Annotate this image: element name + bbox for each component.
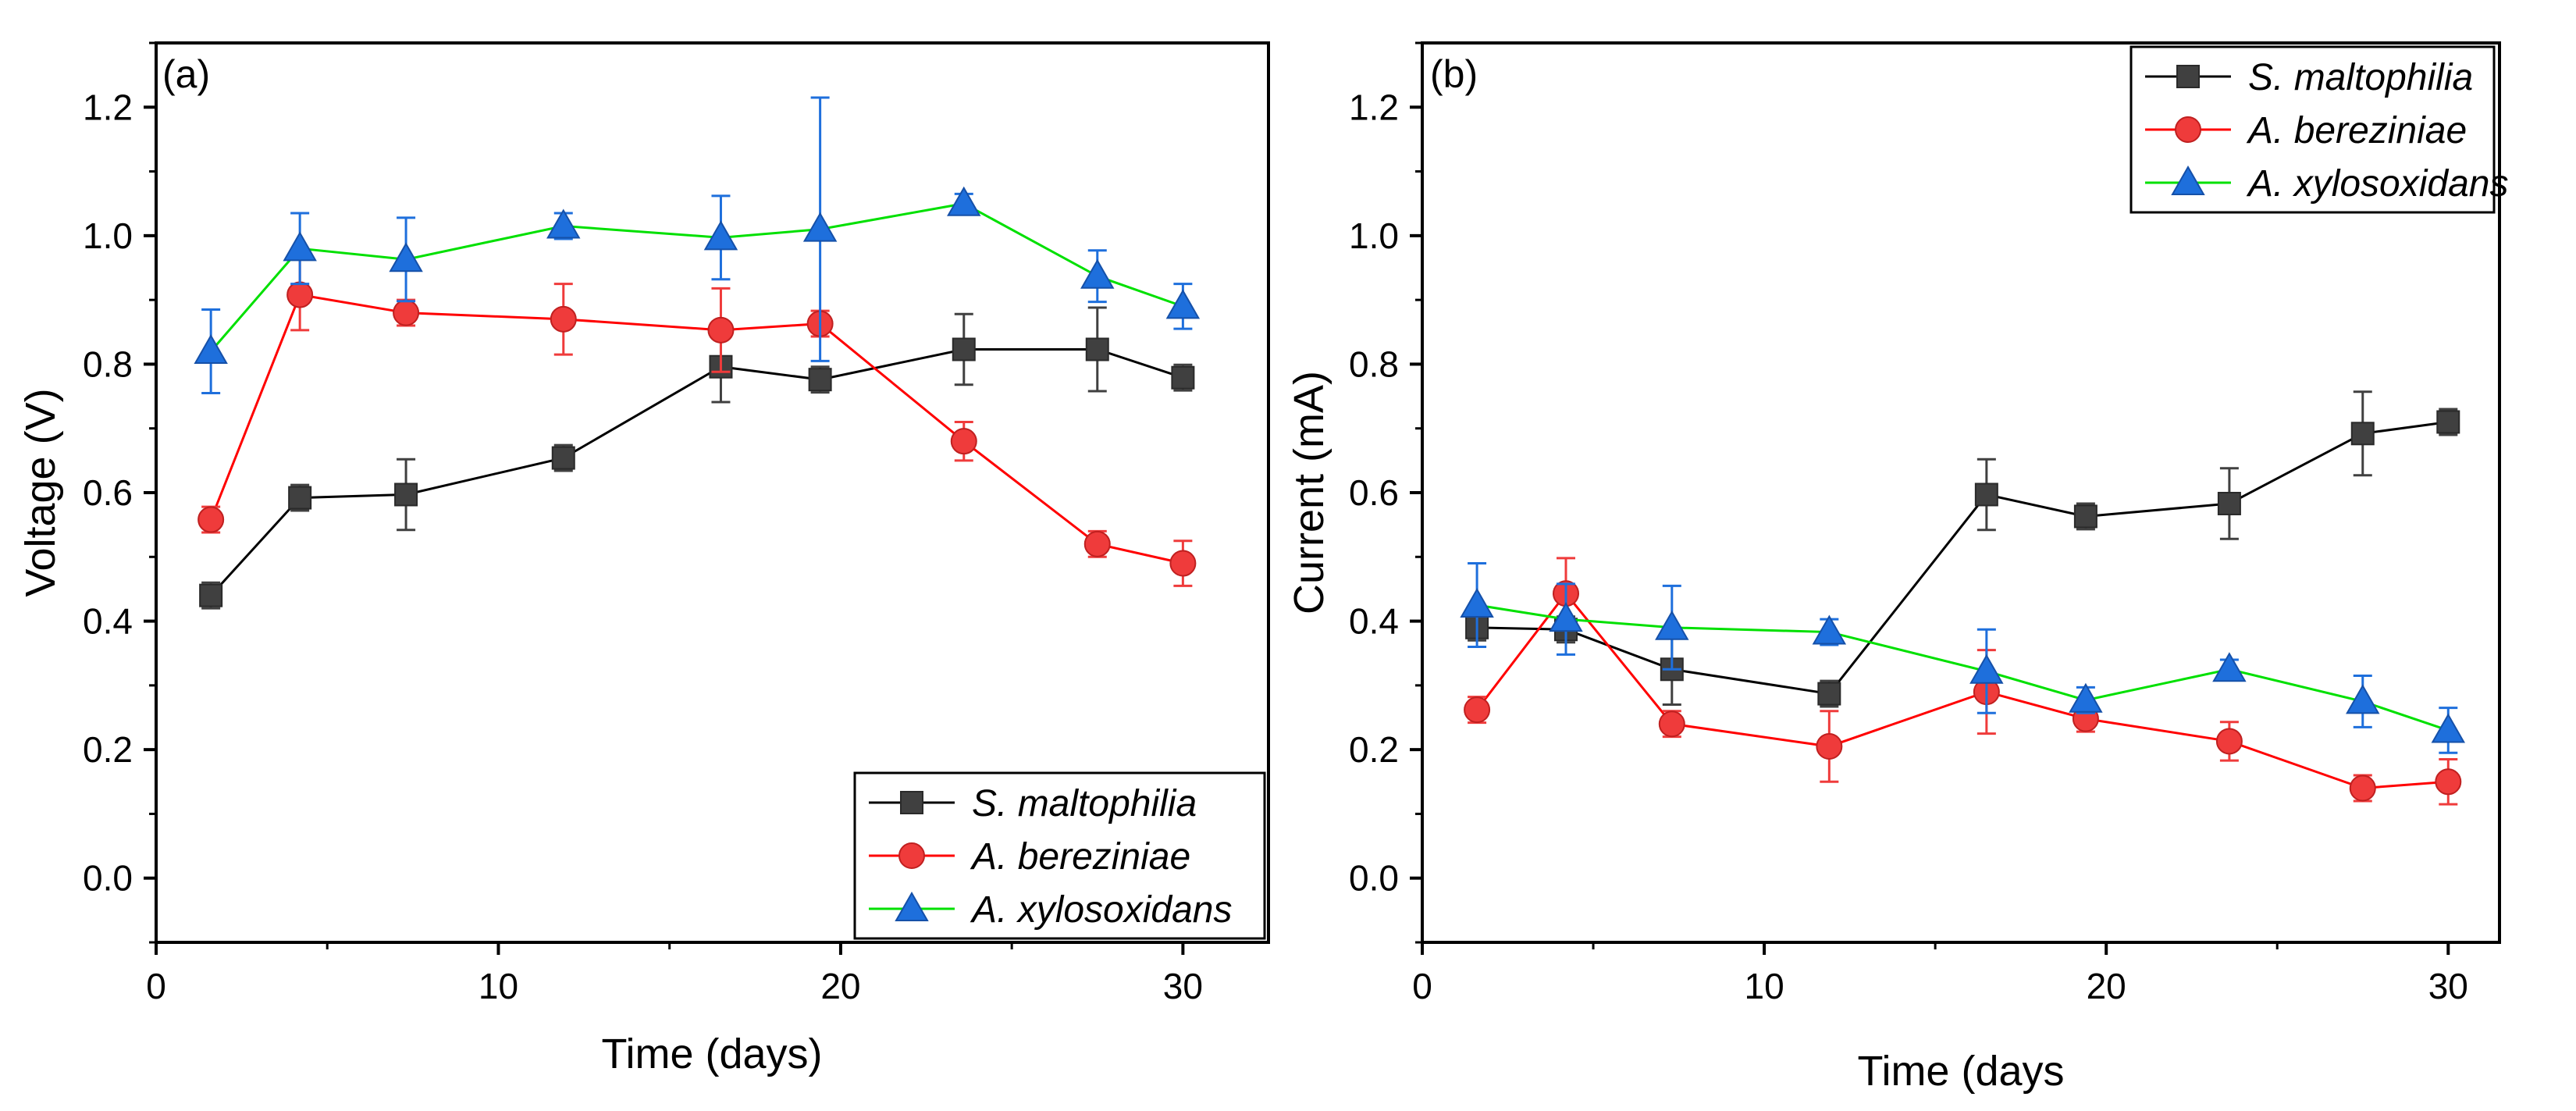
y-tick-label: 1.0	[1349, 215, 1399, 256]
data-point	[2217, 491, 2241, 515]
x-tick-label: 0	[1412, 966, 1432, 1006]
x-tick-label: 10	[1745, 966, 1784, 1006]
data-point	[2215, 728, 2243, 755]
series-a-bereziniae	[197, 258, 1197, 587]
data-point	[1171, 365, 1195, 390]
legend-label: A. bereziniae	[2246, 110, 2467, 151]
legend-label: A. bereziniae	[970, 836, 1190, 878]
y-tick-label: 0.0	[1349, 858, 1399, 899]
data-point	[2436, 410, 2460, 434]
data-point	[808, 368, 832, 392]
legend-marker	[895, 891, 929, 921]
data-point	[2431, 713, 2466, 743]
data-point	[286, 281, 314, 308]
data-point	[2435, 768, 2462, 796]
data-point	[1085, 337, 1109, 361]
data-point	[1816, 733, 1843, 760]
data-point	[1080, 258, 1115, 289]
data-point	[952, 337, 976, 361]
data-point	[389, 242, 423, 272]
panel-label: (a)	[162, 52, 210, 96]
y-tick-label: 0.6	[1349, 472, 1399, 513]
data-point	[194, 333, 228, 364]
data-point	[1817, 682, 1841, 706]
data-point	[2073, 504, 2097, 529]
x-tick-label: 10	[479, 966, 518, 1006]
panel-label: (b)	[1430, 52, 1478, 96]
legend: S. maltophilia A. bereziniae A. xylosoxida…	[2129, 45, 2509, 214]
x-tick-label: 0	[146, 966, 166, 1006]
legend-marker	[900, 791, 923, 814]
data-point	[707, 316, 735, 344]
data-point	[1464, 696, 1491, 724]
y-tick-label: 0.8	[1349, 344, 1399, 384]
y-tick-label: 0.6	[83, 472, 133, 513]
legend-label: S. maltophilia	[2248, 57, 2473, 98]
series-a-xylosoxidans	[194, 96, 1201, 394]
data-point	[283, 231, 317, 262]
y-tick-label: 1.2	[1349, 87, 1399, 127]
data-point	[947, 186, 981, 216]
data-point	[1974, 483, 1998, 507]
data-point	[1460, 587, 1494, 618]
data-point	[1658, 710, 1685, 738]
x-axis-title: Time (days	[1857, 1048, 2064, 1095]
legend-label: A. xylosoxidans	[2246, 163, 2509, 205]
x-tick-label: 20	[820, 966, 860, 1006]
data-point	[2349, 774, 2376, 802]
data-point	[1083, 530, 1111, 557]
y-tick-label: 0.8	[83, 344, 133, 384]
data-point	[197, 506, 225, 533]
series-a-xylosoxidans	[1460, 562, 2466, 754]
legend-marker	[2171, 165, 2205, 195]
legend-marker	[2176, 65, 2200, 88]
y-tick-label: 0.2	[1349, 729, 1399, 770]
data-point	[802, 212, 838, 242]
data-point	[950, 428, 977, 455]
data-point	[1969, 653, 2004, 684]
y-tick-label: 0.4	[1349, 601, 1399, 642]
data-point	[550, 305, 577, 333]
legend-marker	[2175, 116, 2201, 143]
data-point	[703, 220, 738, 251]
data-point	[394, 483, 418, 507]
data-point	[1812, 614, 1847, 645]
data-point	[2350, 422, 2375, 446]
y-tick-label: 1.2	[83, 87, 133, 127]
data-point	[1549, 602, 1583, 632]
x-tick-label: 30	[2428, 966, 2468, 1006]
data-point	[1165, 289, 1201, 319]
data-point	[393, 299, 420, 326]
y-tick-label: 0.4	[83, 601, 133, 642]
series-s-maltophilia	[199, 306, 1195, 610]
y-tick-label: 0.0	[83, 858, 133, 899]
data-point	[2346, 684, 2380, 714]
data-point	[288, 486, 312, 510]
legend-label: S. maltophilia	[972, 783, 1197, 824]
current-chart-panel: 0 10 20 30 0.0 0.2 0.4 0.6 0.8 1.0 1.2 (b) Time (d…	[1286, 41, 2509, 1095]
x-tick-label: 20	[2087, 966, 2126, 1006]
legend: S. maltophilia A. bereziniae A. xylosoxida…	[853, 771, 1266, 940]
data-point	[1655, 610, 1689, 640]
data-point	[546, 208, 581, 239]
y-tick-label: 1.0	[83, 215, 133, 256]
data-point	[2069, 682, 2103, 713]
data-point	[1169, 550, 1197, 577]
x-axis-title: Time (days)	[601, 1031, 822, 1077]
voltage-chart-panel: 0 10 20 30 0.0 0.2 0.4 0.6 0.8 1.0 1.2 (a) Time (d…	[17, 41, 1270, 1077]
data-point	[199, 583, 223, 607]
y-axis-title: Voltage (V)	[17, 388, 64, 596]
data-point	[2212, 652, 2247, 682]
x-tick-label: 30	[1163, 966, 1203, 1006]
data-point	[551, 446, 575, 470]
y-axis-title: Current (mA)	[1286, 371, 1332, 614]
legend-marker	[898, 842, 925, 869]
legend-label: A. xylosoxidans	[970, 889, 1233, 931]
y-tick-label: 0.2	[83, 729, 133, 770]
